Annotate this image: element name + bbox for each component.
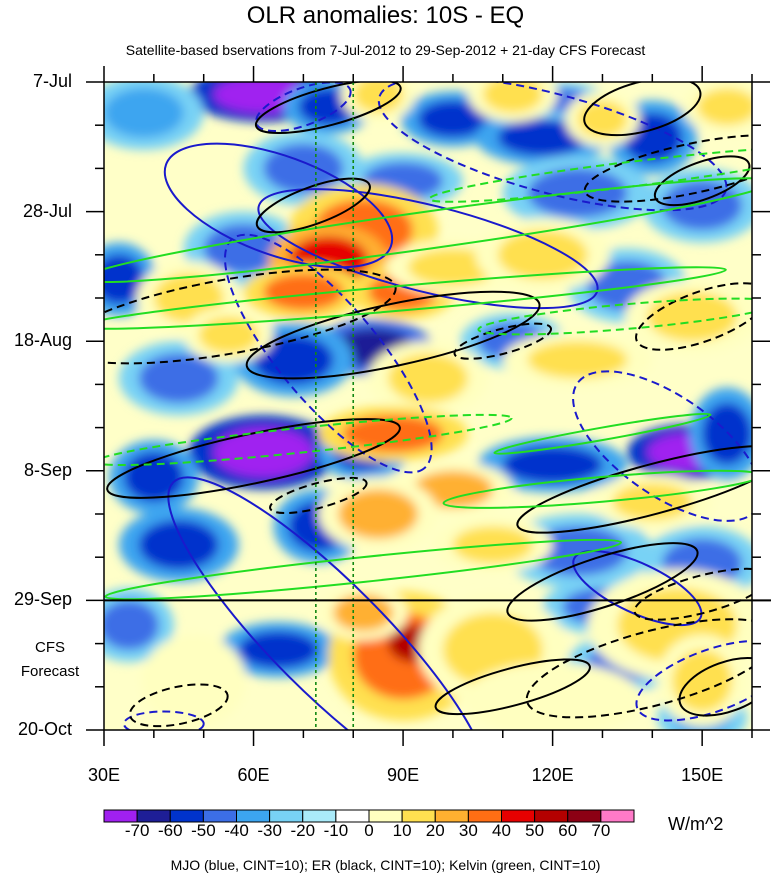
- mjo-contour: [163, 142, 394, 269]
- x-tick-label: 60E: [237, 765, 270, 785]
- forecast-label-line2: Forecast: [20, 663, 80, 681]
- er-contour: [653, 155, 751, 207]
- x-tick-label: 120E: [531, 765, 574, 785]
- er-contour: [516, 445, 752, 534]
- mjo-contour: [167, 476, 490, 730]
- y-tick-label: 7-Jul: [32, 71, 72, 91]
- kelvin-contour: [442, 469, 752, 509]
- colorbar-units: W/m^2: [668, 814, 724, 834]
- colorbar-level-label: 0: [364, 821, 374, 840]
- x-tick-label: 30E: [87, 765, 121, 785]
- olr-blob: [104, 600, 159, 650]
- er-contour: [128, 683, 229, 728]
- olr-blob: [497, 230, 588, 280]
- colorbar: [103, 809, 635, 823]
- olr-blob: [138, 353, 219, 403]
- olr-blob: [527, 341, 628, 379]
- olr-blob: [502, 446, 603, 484]
- olr-blob: [527, 526, 628, 576]
- chart-footnote: MJO (blue, CINT=10); ER (black, CINT=10)…: [170, 857, 601, 873]
- colorbar-level-label: -20: [290, 821, 316, 840]
- kelvin-contour: [104, 177, 752, 284]
- olr-blob: [338, 489, 419, 539]
- er-contour: [633, 567, 752, 621]
- olr-blob: [138, 520, 219, 570]
- colorbar-level-label: -30: [257, 821, 282, 840]
- er-contour: [525, 618, 752, 719]
- olr-blob: [697, 88, 752, 126]
- colorbar-level-label: 30: [458, 821, 478, 840]
- er-contour: [254, 82, 402, 135]
- er-contour: [678, 657, 752, 717]
- chart-title: OLR anomalies: 10S - EQ: [246, 2, 525, 29]
- er-contour: [506, 542, 699, 622]
- colorbar-level-label: -50: [191, 821, 216, 840]
- er-contour: [245, 290, 541, 380]
- y-tick-label: 20-Oct: [17, 719, 72, 739]
- olr-blob: [343, 415, 443, 453]
- kelvin-contour: [477, 297, 752, 336]
- olr-blob: [158, 649, 229, 712]
- mjo-contour: [635, 639, 752, 722]
- er-contour: [635, 282, 752, 351]
- kelvin-contour: [428, 146, 752, 203]
- colorbar-level-label: -60: [157, 821, 183, 840]
- olr-blob: [672, 649, 733, 712]
- kelvin-contour: [104, 266, 727, 330]
- er-contour: [453, 322, 553, 360]
- mjo-contour: [122, 710, 205, 730]
- olr-blob: [263, 143, 344, 194]
- colorbar-level-label: 70: [591, 821, 611, 840]
- er-contour: [434, 658, 591, 716]
- colorbar-level-label: -10: [323, 821, 349, 840]
- colorbar-level-label: 60: [558, 821, 578, 840]
- mjo-contour: [255, 82, 352, 133]
- olr-blob: [408, 248, 498, 286]
- olr-blob: [253, 335, 334, 385]
- olr-blob: [198, 316, 259, 354]
- y-tick-label: 29-Sep: [13, 589, 72, 610]
- olr-blob: [702, 402, 752, 465]
- plot-frame: [103, 81, 753, 731]
- olr-blob: [263, 273, 344, 311]
- olr-blob: [104, 88, 184, 138]
- axes: [86, 66, 771, 746]
- olr-blob: [497, 119, 588, 157]
- forecast-label-line1: CFS: [35, 639, 65, 657]
- colorbar-level-label: 40: [492, 821, 511, 840]
- x-tick-label: 90E: [387, 765, 420, 785]
- y-tick-label: 18-Aug: [13, 330, 72, 351]
- olr-blob: [413, 470, 493, 508]
- er-contour: [583, 82, 702, 137]
- colorbar-level-label: 20: [425, 821, 445, 840]
- kelvin-contour: [104, 538, 622, 601]
- er-contour: [255, 177, 371, 234]
- kelvin-contour: [493, 412, 712, 455]
- mjo-contour: [572, 550, 703, 627]
- colorbar-swatch: [600, 809, 635, 823]
- y-tick-label: 28-Jul: [22, 200, 72, 221]
- colorbar-level-label: 50: [525, 821, 545, 840]
- olr-blob: [388, 353, 468, 403]
- colorbar-level-label: -40: [224, 821, 249, 840]
- mjo-contour: [224, 233, 433, 474]
- olr-blob: [492, 674, 613, 724]
- olr-blob: [612, 483, 693, 521]
- olr-blob: [418, 100, 488, 138]
- olr-blob: [104, 254, 144, 305]
- er-contour: [269, 476, 368, 515]
- olr-blob: [333, 594, 394, 632]
- colorbar-level-label: 10: [392, 821, 412, 840]
- y-tick-label: 8-Sep: [23, 459, 72, 480]
- olr-blob: [482, 82, 543, 113]
- olr-blob: [213, 427, 314, 477]
- olr-blob: [238, 631, 319, 669]
- wave-contours: [104, 82, 752, 730]
- x-tick-label: 150E: [681, 765, 724, 785]
- chart-subtitle: Satellite-based bservations from 7-Jul-2…: [125, 42, 646, 58]
- olr-blob: [353, 82, 404, 113]
- colorbar-level-label: -70: [124, 821, 150, 840]
